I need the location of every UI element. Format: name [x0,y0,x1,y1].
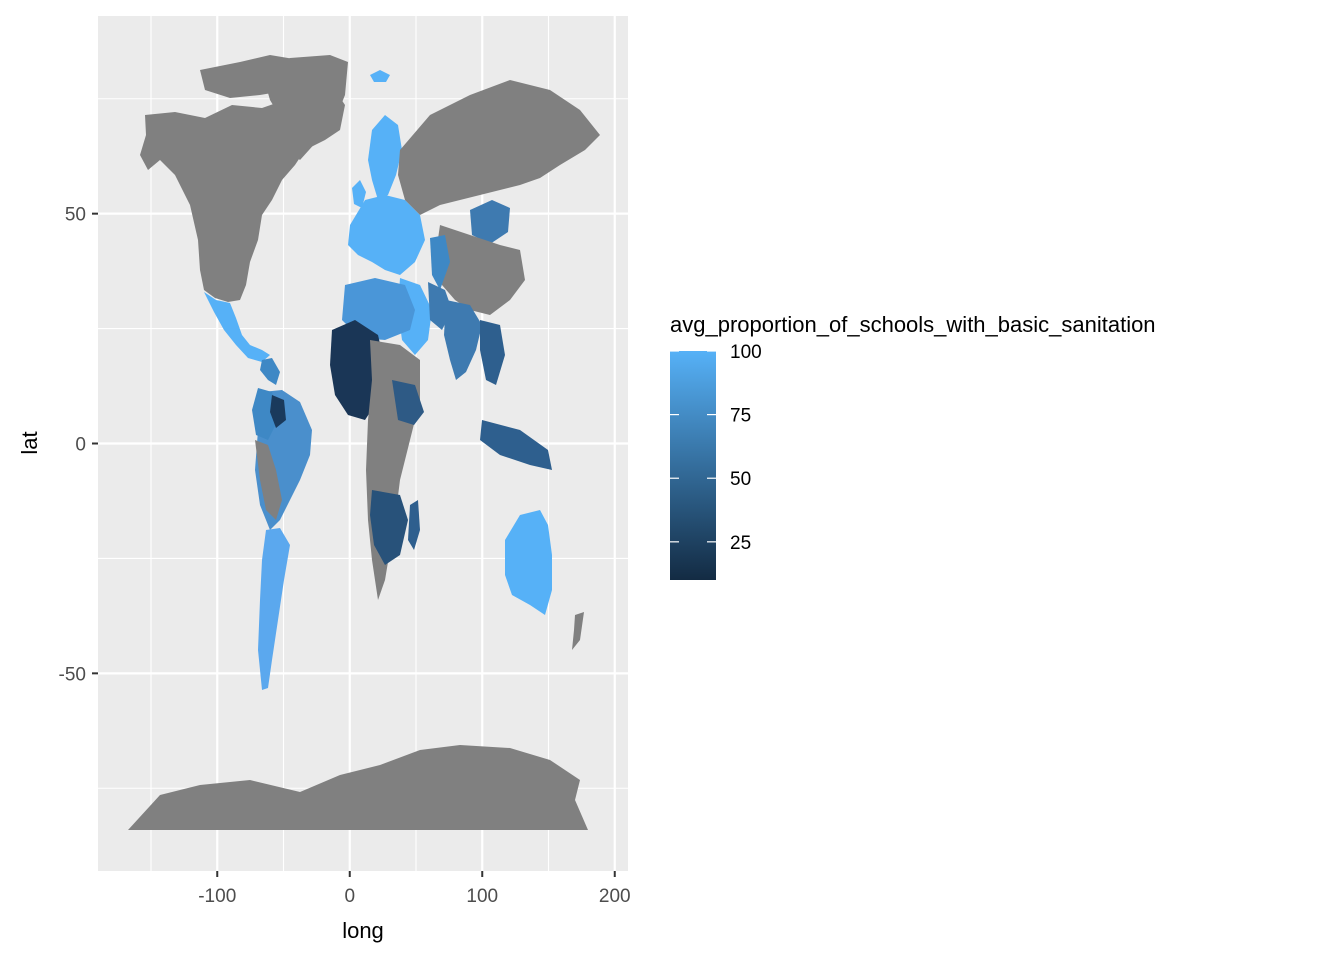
y-tick-label: 50 [65,205,86,226]
x-tick-label: -100 [198,886,236,907]
country-antarctica [128,745,588,830]
legend-colorbar [670,351,716,580]
legend-break-label: 100 [730,342,762,363]
country-mongolia [470,200,510,244]
y-tick-label: 0 [75,435,86,456]
legend-breaks: 100 75 50 25 [670,342,762,554]
country-russia [398,80,600,215]
country-se-asia [480,320,505,385]
country-peru-bolivia [255,440,282,520]
country-polygons [128,55,600,830]
x-tick-label: 0 [344,886,355,907]
country-europe [348,195,425,275]
country-scandinavia [368,115,402,200]
legend-break-label: 50 [730,469,751,490]
country-new-zealand [572,612,584,650]
x-axis-label: long [342,918,384,943]
country-indonesia [480,420,552,470]
legend-break-label: 75 [730,406,751,427]
country-east-africa [392,380,424,425]
country-venezuela [270,395,286,428]
country-greenland [262,55,348,160]
axes: -100 0 100 200 -50 0 50 [59,205,631,907]
country-argentina-chile [258,528,290,690]
legend: avg_proportion_of_schools_with_basic_san… [670,312,1156,580]
x-tick-label: 100 [466,886,498,907]
country-australia [505,510,552,615]
country-central-america [260,358,280,385]
country-india [444,300,482,380]
legend-title: avg_proportion_of_schools_with_basic_san… [670,312,1156,337]
country-mexico [204,292,270,362]
country-southern-africa [370,490,408,565]
y-tick-label: -50 [59,664,86,685]
country-kazakh-region [430,235,450,290]
legend-break-label: 25 [730,533,751,554]
country-iceland [370,70,390,82]
x-tick-label: 200 [599,886,631,907]
y-axis-label: lat [17,431,42,454]
country-china [435,225,525,315]
country-uk [352,180,366,208]
country-madagascar [408,500,420,550]
